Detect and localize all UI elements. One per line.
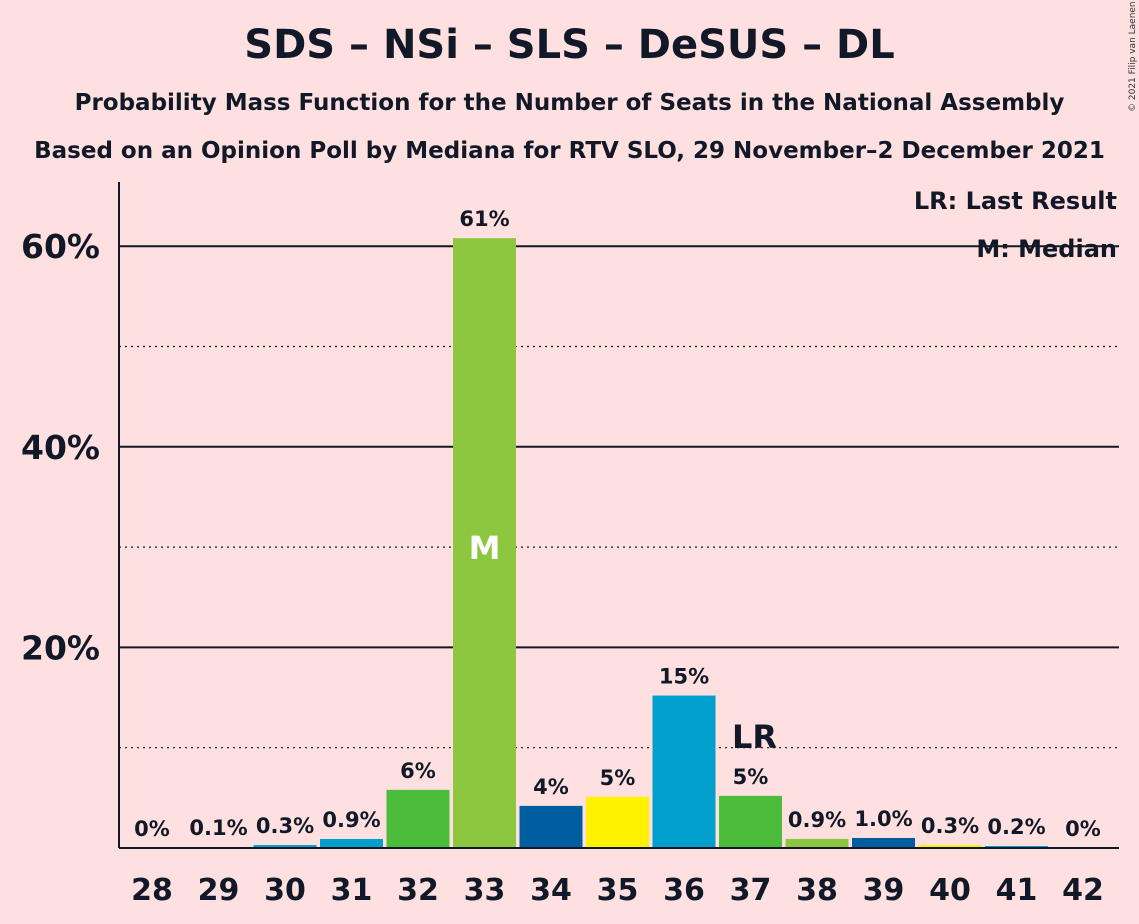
median-marker: M xyxy=(469,529,501,567)
axes: 20% 40% 60% 28 29 30 31 32 33 34 35 36 37 38 39 40 41 42 xyxy=(21,182,1119,908)
bar-seat-41 xyxy=(985,845,1048,848)
x-tick-label: 40 xyxy=(929,873,971,908)
x-tick-label: 33 xyxy=(464,873,506,908)
data-label: 0.3% xyxy=(921,814,979,838)
data-label: 15% xyxy=(659,665,709,689)
data-label: 61% xyxy=(459,207,509,231)
chart-title: SDS – NSi – SLS – DeSUS – DL xyxy=(244,22,895,68)
legend-median: M: Median xyxy=(976,235,1117,263)
last-result-marker: LR xyxy=(732,718,777,756)
x-tick-label: 31 xyxy=(331,873,373,908)
bar-seat-38 xyxy=(785,838,849,848)
data-label: 0% xyxy=(134,817,170,841)
data-label: 0.9% xyxy=(788,808,846,832)
data-label: 6% xyxy=(400,759,436,783)
data-label: 4% xyxy=(533,775,569,799)
x-tick-label: 34 xyxy=(530,873,572,908)
bar-seat-33 xyxy=(453,238,516,848)
data-label: 5% xyxy=(600,766,636,790)
bar-seat-31 xyxy=(320,838,383,848)
bar-seat-40 xyxy=(918,844,982,848)
x-tick-label: 30 xyxy=(264,873,306,908)
y-tick-label: 60% xyxy=(21,227,100,266)
x-tick-label: 36 xyxy=(663,873,705,908)
bar-seat-36 xyxy=(652,695,716,848)
bar-seat-30 xyxy=(253,844,317,848)
bar-seat-35 xyxy=(586,796,649,848)
chart-subtitle: Probability Mass Function for the Number… xyxy=(74,90,1065,116)
bar-seat-37 xyxy=(719,795,782,848)
x-tick-label: 28 xyxy=(131,873,173,908)
data-label: 5% xyxy=(733,765,769,789)
y-tick-label: 20% xyxy=(21,628,100,667)
x-tick-label: 37 xyxy=(730,873,772,908)
bars xyxy=(187,238,1048,848)
y-tick-label: 40% xyxy=(21,428,100,467)
bar-seat-32 xyxy=(386,789,450,848)
data-label: 0% xyxy=(1065,817,1101,841)
x-tick-label: 42 xyxy=(1062,873,1104,908)
x-tick-label: 38 xyxy=(796,873,838,908)
bar-seat-34 xyxy=(519,805,583,848)
chart-source: Based on an Opinion Poll by Mediana for … xyxy=(34,138,1105,164)
legend-last-result: LR: Last Result xyxy=(914,187,1117,215)
data-labels: 0% 0.1% 0.3% 0.9% 6% 61% M 4% 5% 15% 5% LR 0.9% 1.0% 0… xyxy=(134,207,1101,841)
data-label: 0.1% xyxy=(189,816,247,840)
x-tick-label: 39 xyxy=(863,873,905,908)
bar-seat-39 xyxy=(852,837,915,848)
gridlines xyxy=(119,245,1119,749)
x-tick-label: 35 xyxy=(597,873,639,908)
x-tick-label: 41 xyxy=(996,873,1038,908)
data-label: 1.0% xyxy=(854,807,912,831)
data-label: 0.2% xyxy=(987,815,1045,839)
x-tick-label: 32 xyxy=(397,873,439,908)
data-label: 0.3% xyxy=(256,814,314,838)
data-label: 0.9% xyxy=(322,808,380,832)
x-tick-label: 29 xyxy=(198,873,240,908)
